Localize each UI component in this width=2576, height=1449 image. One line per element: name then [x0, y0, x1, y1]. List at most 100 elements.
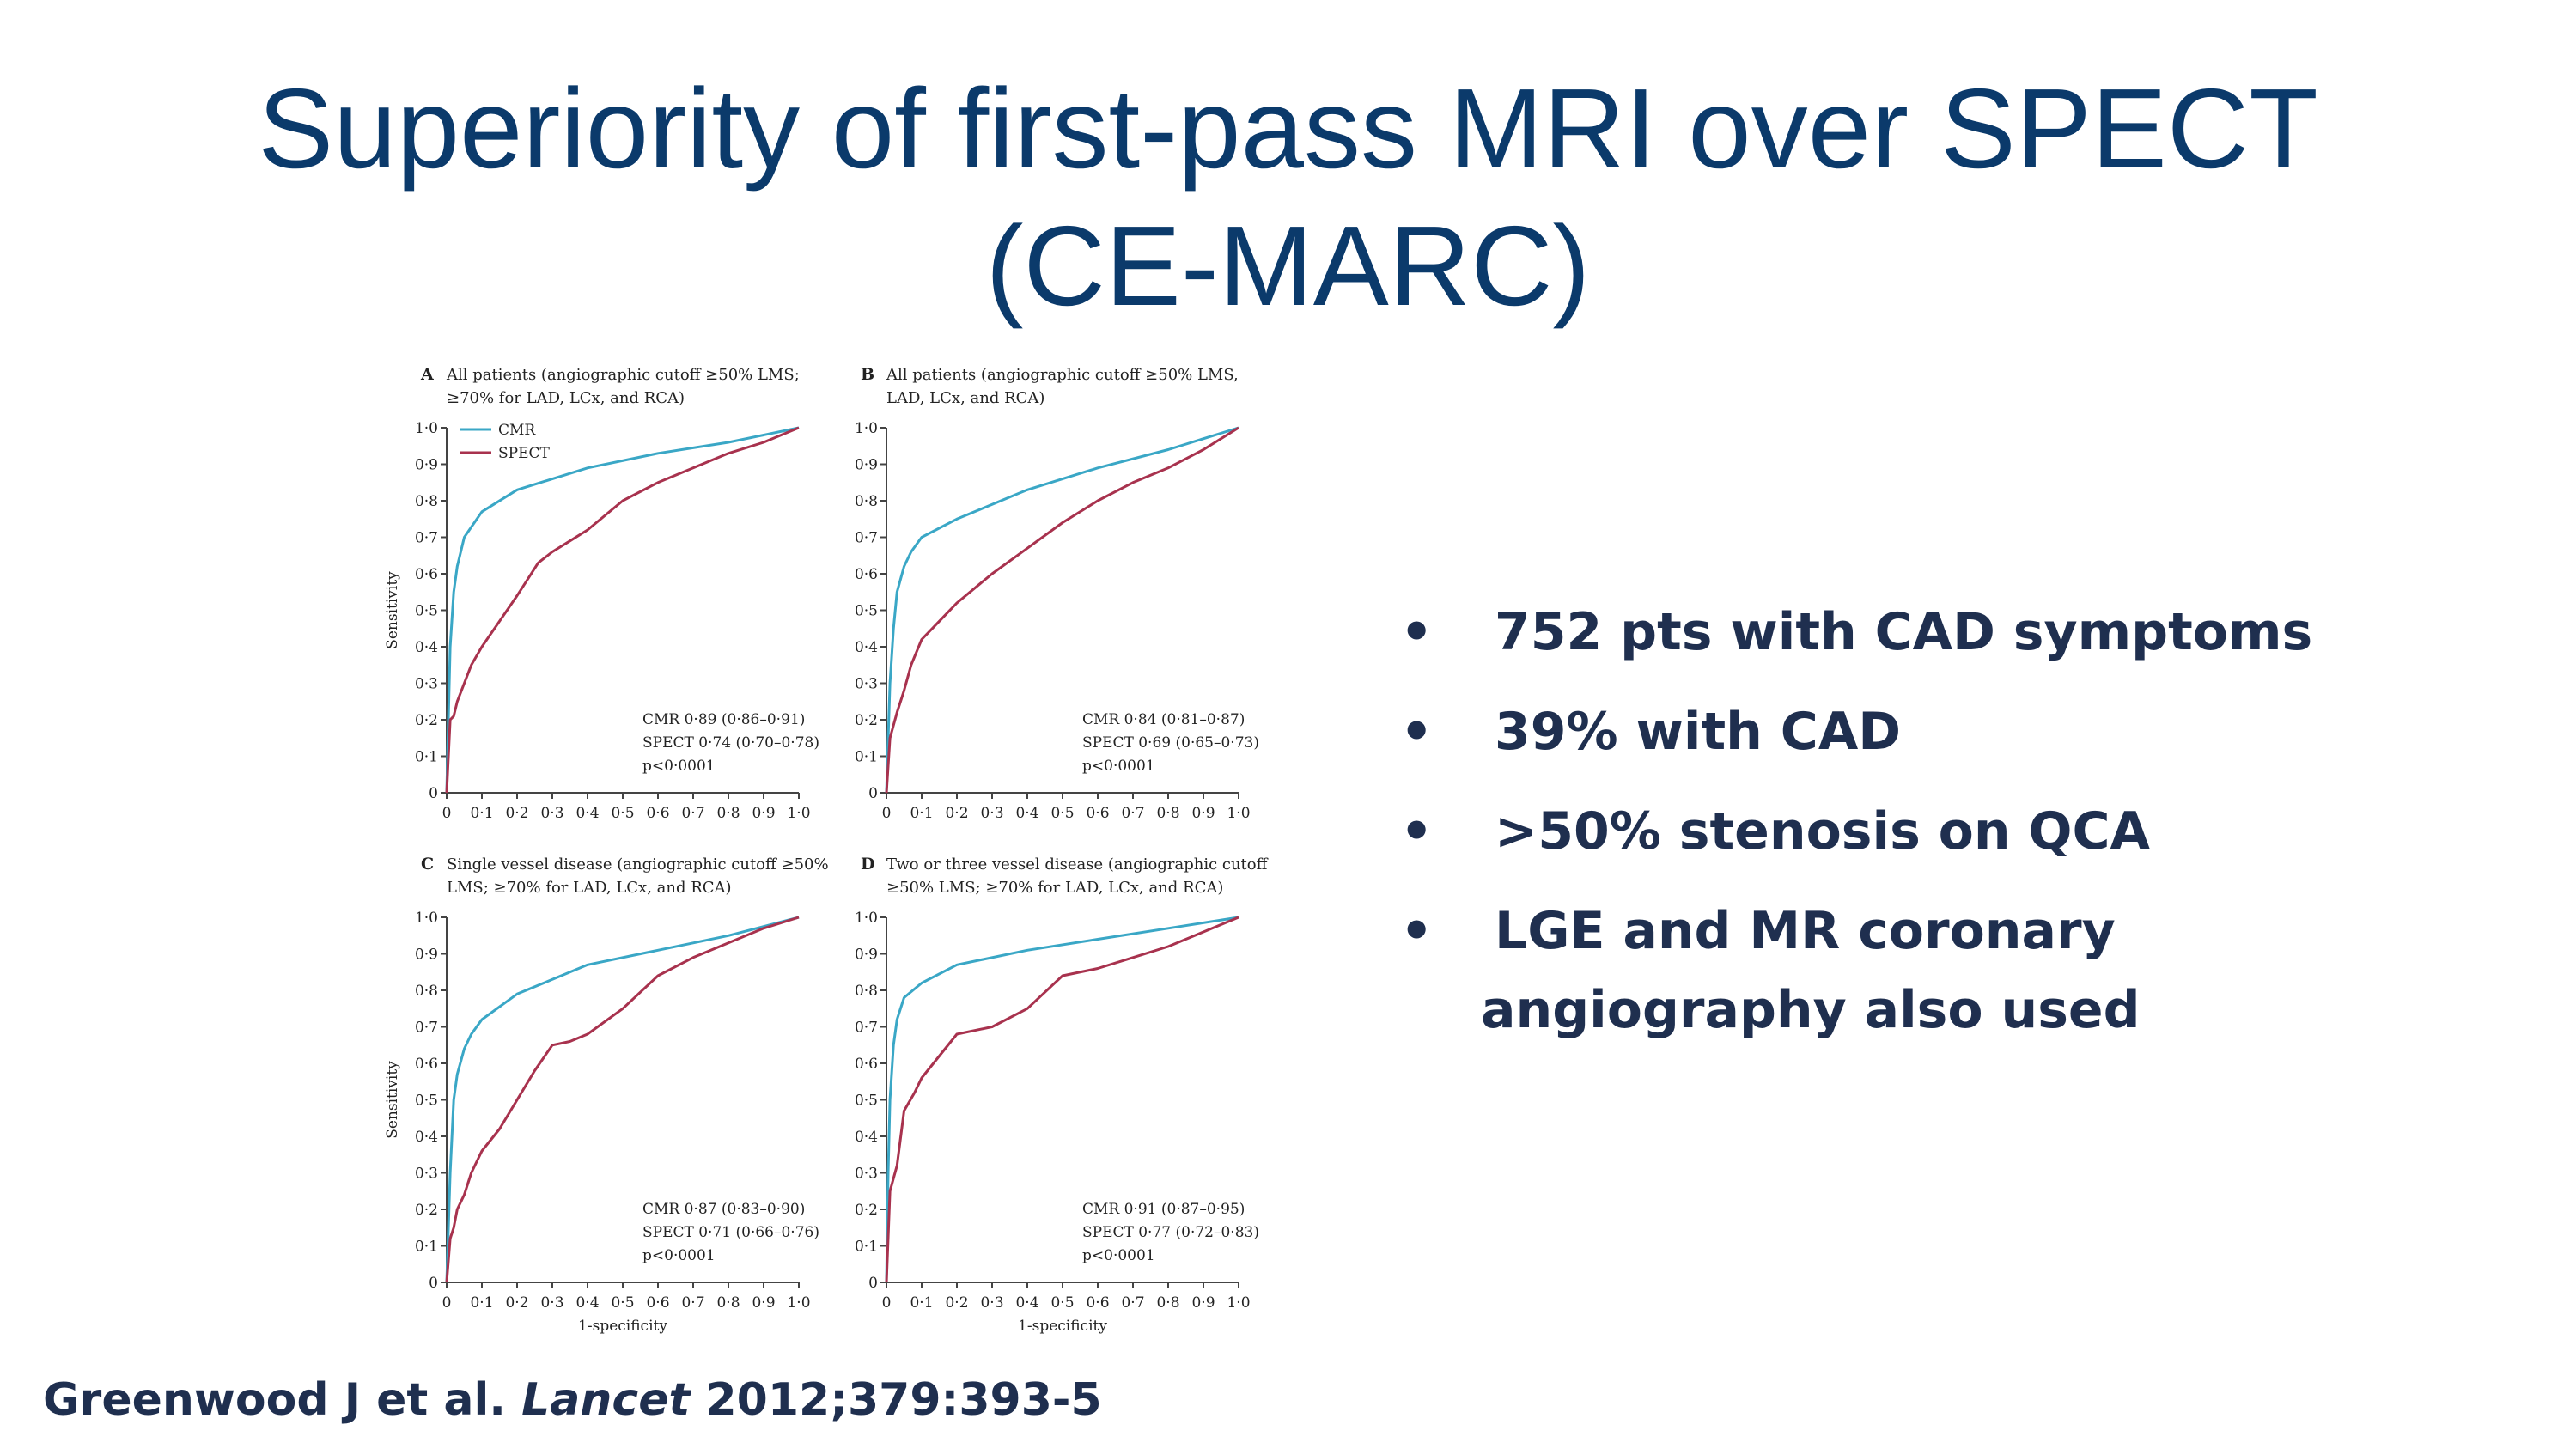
x-tick-label: 0·2: [945, 805, 968, 822]
series-line-spect: [445, 916, 800, 1283]
roc-panel-a: A All patients (angiographic cutoff ≥50% …: [384, 365, 819, 822]
x-tick-label: 0·7: [681, 1294, 704, 1312]
bullet-dot: •: [1400, 801, 1434, 861]
y-tick-label: 0·4: [855, 639, 878, 656]
auc-annotation-line: CMR 0·84 (0·81–0·87): [1082, 711, 1245, 728]
x-tick-label: 0·1: [470, 1294, 493, 1312]
panel-letter: B: [861, 365, 874, 384]
citation-ref: 2012;379:393-5: [690, 1374, 1102, 1426]
x-tick-label: 0·9: [1191, 1294, 1215, 1312]
y-tick-label: 0·4: [855, 1129, 878, 1146]
title-line-1: Superiority of first-pass MRI over SPECT: [258, 65, 2318, 192]
x-tick-label: 0·8: [1156, 1294, 1179, 1312]
y-tick-label: 0·2: [855, 712, 878, 729]
y-tick-label: 0·9: [415, 457, 438, 474]
bullet-item: • 752 pts with CAD symptoms: [1400, 593, 2474, 672]
x-tick-label: 1·0: [787, 1294, 810, 1312]
panel-title-line: LMS; ≥70% for LAD, LCx, and RCA): [447, 879, 732, 897]
x-tick-label: 1·0: [1227, 1294, 1250, 1312]
x-tick-label: 0·8: [716, 1294, 740, 1312]
roc-panel-d: D Two or three vessel disease (angiograph…: [855, 855, 1269, 1335]
y-tick-label: 0·3: [415, 676, 438, 693]
auc-annotation-line: SPECT 0·77 (0·72–0·83): [1082, 1224, 1259, 1241]
x-tick-label: 0·8: [716, 805, 740, 822]
panel-title-line: Two or three vessel disease (angiographi…: [886, 855, 1269, 874]
legend-label: SPECT: [498, 445, 551, 462]
roc-panel-c: C Single vessel disease (angiographic cut…: [384, 855, 829, 1335]
citation-authors: Greenwood J et al.: [43, 1374, 522, 1426]
x-tick-label: 1·0: [787, 805, 810, 822]
x-axis-label: 1-specificity: [1018, 1318, 1107, 1335]
legend-label: CMR: [498, 422, 536, 439]
x-tick-label: 0·7: [681, 805, 704, 822]
auc-annotation-line: p<0·0001: [642, 758, 716, 775]
y-tick-label: 0·1: [415, 1239, 438, 1256]
y-tick-label: 0·4: [415, 1129, 438, 1146]
x-tick-label: 0·6: [646, 1294, 669, 1312]
auc-annotation-line: CMR 0·87 (0·83–0·90): [642, 1201, 805, 1218]
y-tick-label: 0·3: [855, 676, 878, 693]
series-line-cmr: [885, 426, 1239, 794]
y-tick-label: 0: [429, 1275, 438, 1292]
y-tick-label: 0·3: [415, 1166, 438, 1183]
x-tick-label: 0·1: [910, 1294, 933, 1312]
x-tick-label: 0·8: [1156, 805, 1179, 822]
x-tick-label: 0·6: [646, 805, 669, 822]
y-tick-label: 0·6: [415, 566, 438, 583]
panel-title-line: LAD, LCx, and RCA): [886, 389, 1044, 407]
x-tick-label: 1·0: [1227, 805, 1250, 822]
y-axis-label: Sensitivity: [384, 571, 401, 649]
x-tick-label: 0·6: [1086, 805, 1109, 822]
y-tick-label: 0·9: [855, 457, 878, 474]
y-tick-label: 0: [429, 785, 438, 802]
x-tick-label: 0·3: [540, 805, 563, 822]
bullet-dot: •: [1400, 901, 1434, 961]
series-line-cmr: [445, 916, 800, 1283]
x-tick-label: 0·3: [540, 1294, 563, 1312]
slide-title: Superiority of first-pass MRI over SPECT…: [0, 60, 2576, 335]
bullet-text: 752 pts with CAD symptoms: [1495, 602, 2313, 662]
panel-letter: A: [420, 365, 434, 384]
x-tick-label: 0·4: [575, 805, 599, 822]
x-tick-label: 0·1: [910, 805, 933, 822]
y-tick-label: 0·7: [415, 530, 438, 547]
x-tick-label: 0: [882, 1294, 892, 1312]
roc-panel-b: B All patients (angiographic cutoff ≥50% …: [855, 365, 1259, 822]
title-line-2: (CE-MARC): [985, 203, 1591, 329]
x-tick-label: 0·3: [980, 805, 1003, 822]
y-tick-label: 0·8: [415, 493, 438, 510]
x-tick-label: 0·3: [980, 1294, 1003, 1312]
panel-title-line: ≥70% for LAD, LCx, and RCA): [447, 389, 685, 407]
panel-title-line: ≥50% LMS; ≥70% for LAD, LCx, and RCA): [886, 879, 1223, 897]
auc-annotation-line: p<0·0001: [1082, 758, 1155, 775]
y-tick-label: 1·0: [855, 910, 878, 927]
x-tick-label: 0·4: [1015, 1294, 1038, 1312]
y-tick-label: 0·4: [415, 639, 438, 656]
y-tick-label: 0·9: [855, 947, 878, 964]
panel-letter: D: [861, 855, 874, 874]
x-tick-label: 0: [882, 805, 892, 822]
y-tick-label: 0·1: [855, 749, 878, 766]
bullet-text: >50% stenosis on QCA: [1495, 801, 2150, 861]
bullet-text-continuation: angiography also used: [1481, 980, 2141, 1040]
x-tick-label: 0·5: [611, 1294, 634, 1312]
panel-letter: C: [421, 855, 434, 874]
y-axis-label: Sensitivity: [384, 1061, 401, 1139]
x-tick-label: 0·4: [1015, 805, 1038, 822]
x-tick-label: 0·2: [945, 1294, 968, 1312]
y-tick-label: 0·8: [855, 983, 878, 1000]
y-tick-label: 0·7: [415, 1020, 438, 1037]
bullet-dot: •: [1400, 602, 1434, 662]
x-tick-label: 0·9: [1191, 805, 1215, 822]
x-tick-label: 0·2: [505, 1294, 528, 1312]
y-tick-label: 0·2: [415, 712, 438, 729]
y-tick-label: 1·0: [855, 420, 878, 437]
y-tick-label: 0·1: [415, 749, 438, 766]
x-tick-label: 0·9: [752, 1294, 775, 1312]
y-tick-label: 0·7: [855, 1020, 878, 1037]
roc-charts-figure: A All patients (angiographic cutoff ≥50% …: [384, 365, 1269, 1335]
x-tick-label: 0·2: [505, 805, 528, 822]
y-tick-label: 0·7: [855, 530, 878, 547]
auc-annotation-line: CMR 0·91 (0·87–0·95): [1082, 1201, 1245, 1218]
bullet-list: • 752 pts with CAD symptoms • 39% with C…: [1400, 593, 2474, 1070]
